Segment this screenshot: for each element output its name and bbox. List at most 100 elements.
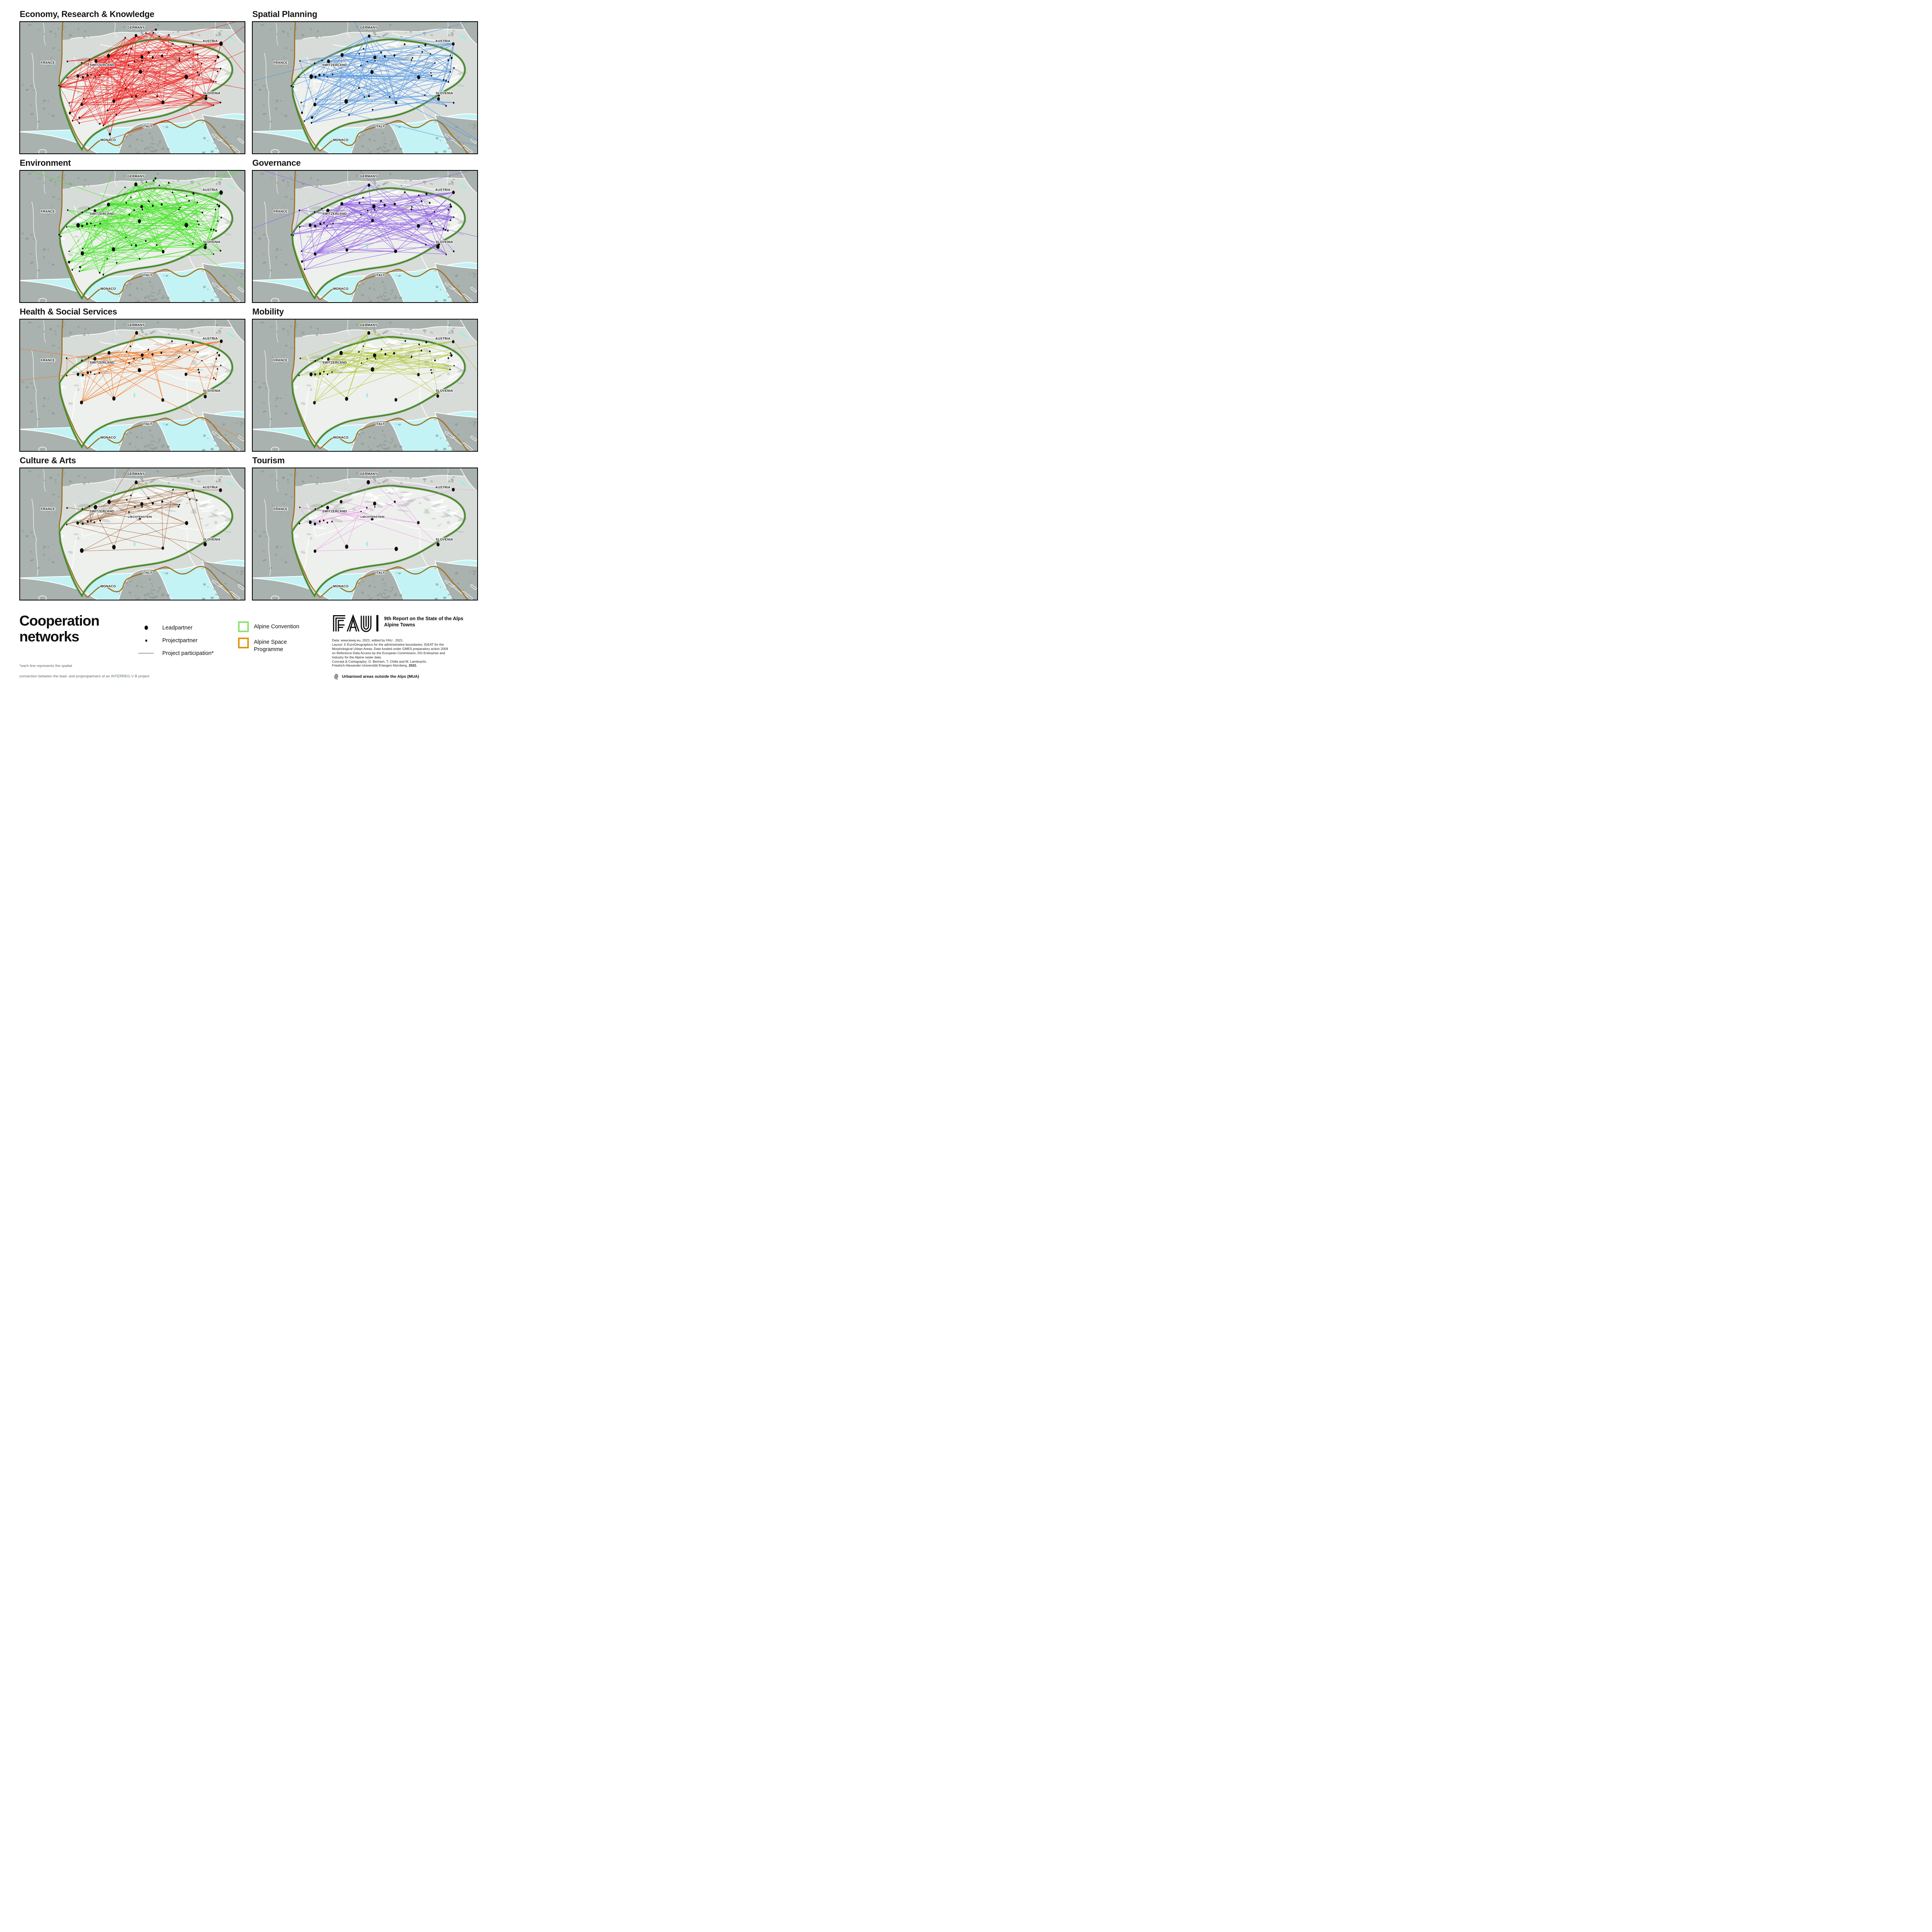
svg-text:AUSTRIA: AUSTRIA — [202, 337, 218, 340]
map-panel-mobility: Mobility GERMANY AUSTRIA FRANCE SWITZERLAND… — [250, 307, 492, 457]
svg-text:SLOVENIA: SLOVENIA — [435, 537, 453, 541]
poster-footnote: *each line represents the spatial connec… — [19, 661, 150, 682]
maps-grid: Economy, Research & Knowledge GERMANY AUS… — [4, 9, 492, 605]
alpine-convention-swatch-icon — [238, 621, 249, 632]
svg-text:LIECHTENSTEIN: LIECHTENSTEIN — [361, 515, 384, 519]
svg-text:AUSTRIA: AUSTRIA — [435, 337, 450, 340]
leadpartner-label: Leadpartner — [162, 624, 193, 631]
map-panel-health-social: Health & Social Services GERMANY AUSTRIA F… — [4, 307, 260, 457]
svg-text:SLOVENIA: SLOVENIA — [203, 240, 220, 244]
svg-text:ITALY: ITALY — [143, 124, 152, 128]
svg-text:SLOVENIA: SLOVENIA — [435, 91, 453, 95]
svg-text:FRANCE: FRANCE — [41, 209, 55, 213]
alpine-space-label: Alpine Space Programme — [249, 637, 287, 653]
fau-logo-icon — [332, 614, 379, 632]
credits-line: Layout: © EuroGeographics for the admini… — [332, 642, 444, 646]
svg-text:SWITZERLAND: SWITZERLAND — [322, 509, 347, 513]
svg-text:SLOVENIA: SLOVENIA — [203, 537, 220, 541]
svg-text:GERMANY: GERMANY — [360, 174, 378, 178]
map-title-health-social: Health & Social Services — [20, 307, 117, 316]
map-title-tourism: Tourism — [252, 456, 285, 465]
svg-text:MONACO: MONACO — [333, 584, 349, 588]
svg-text:AUSTRIA: AUSTRIA — [435, 39, 450, 43]
credits-line-last: Friedrich-Alexander-Universität Erlangen… — [332, 663, 417, 668]
map-title-culture-arts: Culture & Arts — [20, 456, 76, 465]
legend-participation: Project participation* — [135, 647, 232, 660]
report-title-line2: Alpine Towns — [384, 622, 415, 628]
map-title-economy: Economy, Research & Knowledge — [20, 9, 155, 19]
map-title-spatial-planning: Spatial Planning — [252, 9, 317, 19]
svg-text:SWITZERLAND: SWITZERLAND — [322, 63, 347, 67]
map-canvas-environment: GERMANY AUSTRIA FRANCE SWITZERLAND SLOVENIA I… — [8, 159, 260, 308]
map-panel-environment: Environment GERMANY AUSTRIA FRANCE SWITZERL… — [8, 158, 260, 308]
map-canvas-economy: GERMANY AUSTRIA FRANCE SWITZERLAND SLOVENIA I… — [17, 16, 260, 159]
svg-text:MONACO: MONACO — [333, 138, 349, 142]
alpine-space-label-line1: Alpine Space — [254, 639, 287, 645]
svg-text:GERMANY: GERMANY — [128, 323, 145, 327]
map-title-mobility: Mobility — [252, 307, 284, 316]
map-canvas-culture-arts: GERMANY AUSTRIA FRANCE SWITZERLAND SLOVENIA I… — [17, 456, 260, 605]
urbanised-area-blob-icon — [333, 673, 339, 680]
svg-text:FRANCE: FRANCE — [41, 358, 55, 362]
svg-text:GERMANY: GERMANY — [360, 26, 378, 29]
svg-text:FRANCE: FRANCE — [274, 209, 288, 213]
credits-line: Morphological Urban Areas; Data funded u… — [332, 646, 448, 651]
map-canvas-spatial-planning: GERMANY AUSTRIA FRANCE SWITZERLAND SLOVENIA I… — [241, 12, 492, 159]
svg-text:GERMANY: GERMANY — [128, 26, 145, 29]
svg-text:SWITZERLAND: SWITZERLAND — [322, 361, 347, 364]
svg-text:MONACO: MONACO — [100, 584, 116, 588]
fau-block: 9th Report on the State of the Alps Alpi… — [332, 614, 463, 632]
map-panel-spatial-planning: Spatial Planning GERMANY AUSTRIA FRANCE SWI… — [241, 9, 492, 159]
svg-text:AUSTRIA: AUSTRIA — [202, 188, 218, 192]
map-canvas-governance: GERMANY AUSTRIA FRANCE SWITZERLAND SLOVENIA I… — [241, 161, 492, 308]
credits-line: Data: www.keep.eu, 2021; edited by FAU ,… — [332, 638, 404, 642]
svg-text:SWITZERLAND: SWITZERLAND — [90, 361, 114, 364]
svg-text:FRANCE: FRANCE — [41, 507, 55, 511]
urbanised-note-label: Urbanised areas outside the Alps (MUA) — [342, 674, 419, 679]
legend-alpine-space: Alpine Space Programme — [238, 637, 327, 653]
alpine-convention-label: Alpine Convention — [254, 624, 299, 630]
report-title: 9th Report on the State of the Alps Alpi… — [384, 614, 463, 628]
map-title-environment: Environment — [20, 158, 71, 168]
svg-text:GERMANY: GERMANY — [128, 174, 145, 178]
svg-text:AUSTRIA: AUSTRIA — [202, 39, 218, 43]
leadpartner-dot-icon — [144, 626, 148, 630]
projectpartner-dot-icon — [145, 639, 147, 642]
map-panel-culture-arts: Culture & Arts GERMANY AUSTRIA FRANCE SWITZ… — [17, 456, 260, 605]
legend-alpine-convention: Alpine Convention — [238, 621, 327, 632]
map-canvas-mobility: GERMANY AUSTRIA FRANCE SWITZERLAND SLOVENIA I… — [250, 310, 492, 457]
alpine-space-swatch-icon — [238, 638, 249, 648]
svg-text:SWITZERLAND: SWITZERLAND — [322, 212, 347, 216]
svg-text:SLOVENIA: SLOVENIA — [203, 91, 220, 95]
svg-text:FRANCE: FRANCE — [41, 61, 55, 65]
map-panel-economy: Economy, Research & Knowledge GERMANY AUS… — [17, 9, 260, 159]
svg-text:GERMANY: GERMANY — [360, 472, 378, 476]
svg-text:SLOVENIA: SLOVENIA — [203, 389, 220, 393]
svg-text:ITALY: ITALY — [143, 422, 152, 426]
svg-text:MONACO: MONACO — [100, 435, 116, 439]
svg-text:ITALY: ITALY — [376, 124, 385, 128]
svg-text:MONACO: MONACO — [333, 287, 349, 291]
svg-text:MONACO: MONACO — [333, 435, 349, 439]
credits-year: 2022. — [408, 663, 417, 668]
svg-text:SWITZERLAND: SWITZERLAND — [90, 63, 114, 67]
svg-text:FRANCE: FRANCE — [274, 358, 288, 362]
map-panel-governance: Governance GERMANY AUSTRIA FRANCE SWITZERLA… — [241, 158, 492, 308]
legend-markers: Leadpartner Projectpartner Project parti… — [135, 621, 232, 660]
poster-title-line2: networks — [19, 629, 79, 645]
poster-title-line1: Cooperation — [19, 613, 100, 629]
svg-text:MONACO: MONACO — [100, 287, 116, 291]
svg-text:GERMANY: GERMANY — [360, 323, 378, 327]
svg-text:SLOVENIA: SLOVENIA — [435, 389, 453, 393]
urbanised-note: Urbanised areas outside the Alps (MUA) — [333, 673, 419, 680]
projectpartner-label: Projectpartner — [162, 637, 198, 644]
svg-text:ITALY: ITALY — [143, 273, 152, 277]
svg-text:LIECHTENSTEIN: LIECHTENSTEIN — [128, 515, 152, 519]
legend-areas: Alpine Convention Alpine Space Programme — [238, 621, 327, 658]
map-title-governance: Governance — [252, 158, 301, 168]
svg-text:ITALY: ITALY — [376, 422, 385, 426]
svg-text:GERMANY: GERMANY — [128, 472, 145, 476]
svg-text:AUSTRIA: AUSTRIA — [435, 188, 450, 192]
legend-projectpartner: Projectpartner — [135, 634, 232, 647]
credits-line: Industry for the Alpine raster data. — [332, 655, 382, 659]
